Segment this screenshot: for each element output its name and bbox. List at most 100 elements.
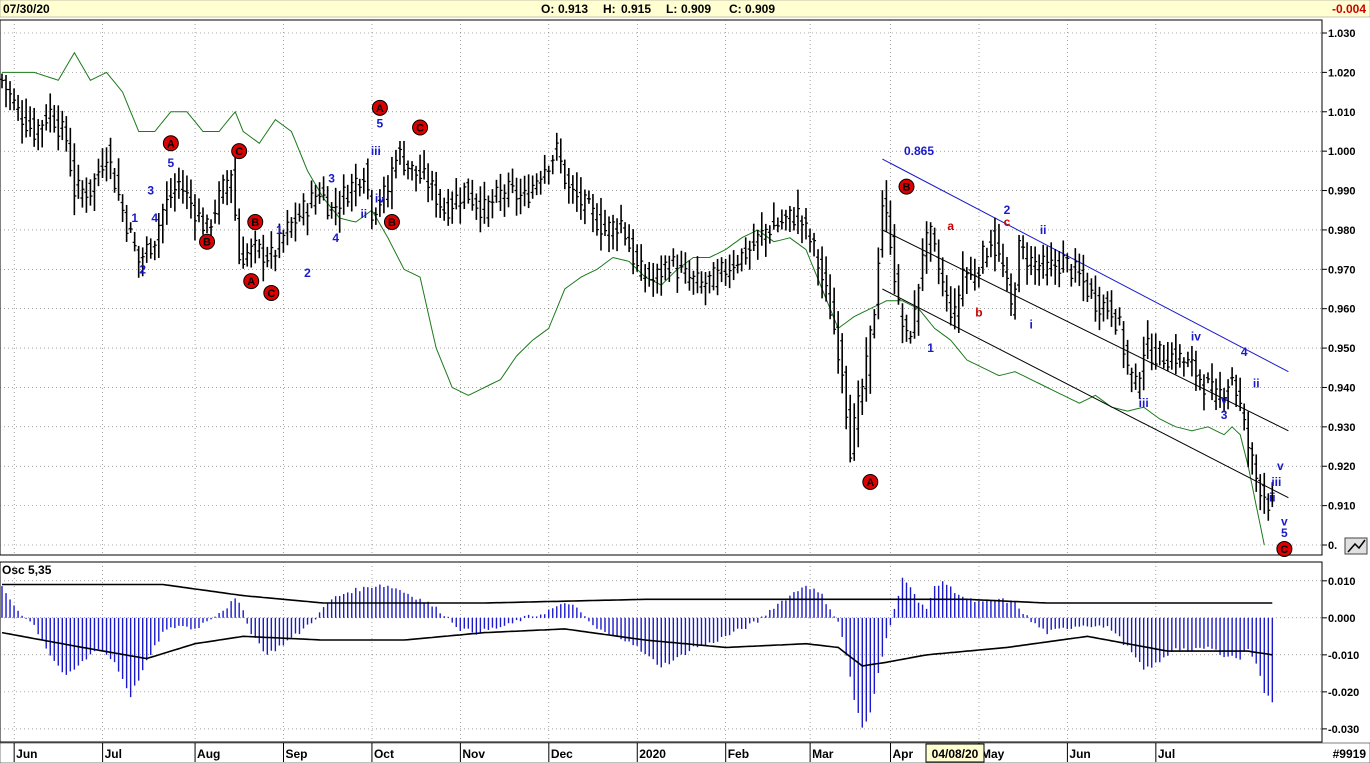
ohlc-bar [353, 163, 358, 207]
ohlc-bar [1185, 351, 1190, 368]
ohlc-bar [269, 231, 274, 269]
ohlc-bar [755, 229, 760, 260]
ohlc-bar [1117, 307, 1122, 326]
ohlc-bar [1270, 482, 1275, 508]
price-tick-label: 0.980 [1328, 225, 1356, 237]
ohlc-bar [470, 179, 475, 211]
header-open-label: O: [541, 2, 554, 16]
ohlc-bar [779, 209, 784, 230]
ohlc-bar [486, 195, 491, 227]
ohlc-bar [337, 191, 342, 233]
ohlc-bar [1218, 371, 1223, 408]
ohlc-bar [683, 252, 688, 284]
x-tick-label: Jul [1158, 747, 1175, 761]
ohlc-bar [24, 98, 29, 138]
ohlc-bar [1169, 342, 1174, 370]
chart-tool-icon[interactable] [1344, 537, 1368, 555]
x-tick-label: Mar [812, 747, 834, 761]
ohlc-bar [908, 330, 913, 344]
ohlc-bar [804, 207, 808, 240]
ohlc-bar [940, 257, 945, 297]
ohlc-bar [48, 93, 53, 133]
ohlc-bar [369, 189, 374, 230]
ohlc-bar [301, 193, 306, 226]
ohlc-bar [582, 189, 587, 225]
ohlc-bar [1073, 248, 1078, 283]
ohlc-bar [80, 180, 85, 208]
ohlc-bar [100, 148, 105, 178]
ohlc-bar [900, 303, 905, 344]
osc-tick-label: -0.020 [1328, 687, 1359, 699]
ohlc-bar [188, 179, 193, 219]
ohlc-bar [960, 251, 965, 307]
ohlc-bar [667, 255, 672, 282]
ohlc-bar [554, 132, 559, 161]
ohlc-bar [365, 158, 370, 200]
ohlc-bar [787, 205, 792, 233]
ohlc-bar [506, 172, 511, 208]
ohlc-bar [607, 216, 612, 253]
wave-label: a [947, 219, 954, 233]
ohlc-bar [377, 189, 382, 217]
svg-text:iv: iv [1191, 329, 1201, 343]
svg-text:v: v [1277, 459, 1284, 473]
ohlc-bar [727, 254, 732, 289]
ohlc-bar [944, 275, 949, 312]
svg-text:B: B [388, 217, 396, 229]
ohlc-bar [619, 204, 624, 234]
ohlc-bar [964, 267, 969, 295]
ohlc-bar [651, 262, 656, 297]
wave-label: 4 [1241, 345, 1248, 359]
ohlc-bar [783, 209, 788, 231]
ohlc-bar [856, 380, 861, 448]
header-high-value: 0.915 [621, 2, 651, 16]
ohlc-bar [36, 119, 41, 151]
ohlc-bar [703, 272, 708, 306]
ohlc-bar [627, 224, 632, 253]
ohlc-bar [72, 143, 77, 216]
svg-text:C: C [1280, 544, 1288, 556]
ohlc-bar [763, 223, 768, 257]
ohlc-bar [562, 159, 567, 190]
x-tick-label: Feb [728, 747, 749, 761]
ohlc-bar [1017, 234, 1022, 293]
wave-label: v [1277, 459, 1284, 473]
wave-label: 4 [151, 211, 158, 225]
ohlc-bar [124, 204, 129, 242]
ohlc-bar [285, 209, 290, 246]
ohlc-bar [76, 164, 81, 199]
ohlc-bar [1045, 246, 1050, 286]
ohlc-bar [1157, 340, 1162, 366]
ohlc-bar [1005, 257, 1009, 292]
x-tick-label: 2020 [639, 747, 666, 761]
ohlc-bar [321, 176, 326, 201]
ohlc-bar [1097, 286, 1102, 331]
ohlc-bar [1137, 371, 1142, 399]
svg-text:v: v [1221, 392, 1228, 406]
svg-text:5: 5 [1281, 526, 1288, 540]
ohlc-bar [389, 156, 394, 210]
svg-text:b: b [975, 306, 982, 320]
wave-label: 4 [332, 231, 339, 245]
ohlc-bar [494, 179, 499, 203]
ohlc-bar [896, 264, 901, 305]
ohlc-bar [458, 187, 463, 224]
ohlc-bar [771, 202, 776, 230]
ohlc-bar [631, 229, 636, 275]
ohlc-bar [615, 218, 620, 252]
ohlc-bar [1201, 374, 1206, 411]
ohlc-bars-layer [0, 73, 1275, 521]
ohlc-bar [1000, 243, 1005, 278]
ohlc-bar [1077, 253, 1082, 287]
ohlc-bar [711, 262, 716, 291]
svg-text:ii: ii [1253, 377, 1260, 391]
ohlc-bar [112, 167, 117, 193]
header-low-value: 0.909 [681, 2, 711, 16]
wave-label: C [1276, 540, 1293, 557]
wave-label: A [371, 99, 388, 116]
header-high-label: H: [603, 2, 616, 16]
wave-label: B [247, 214, 264, 231]
ohlc-bar [229, 169, 234, 204]
ohlc-bar [213, 199, 218, 224]
ohlc-bar [992, 217, 997, 272]
